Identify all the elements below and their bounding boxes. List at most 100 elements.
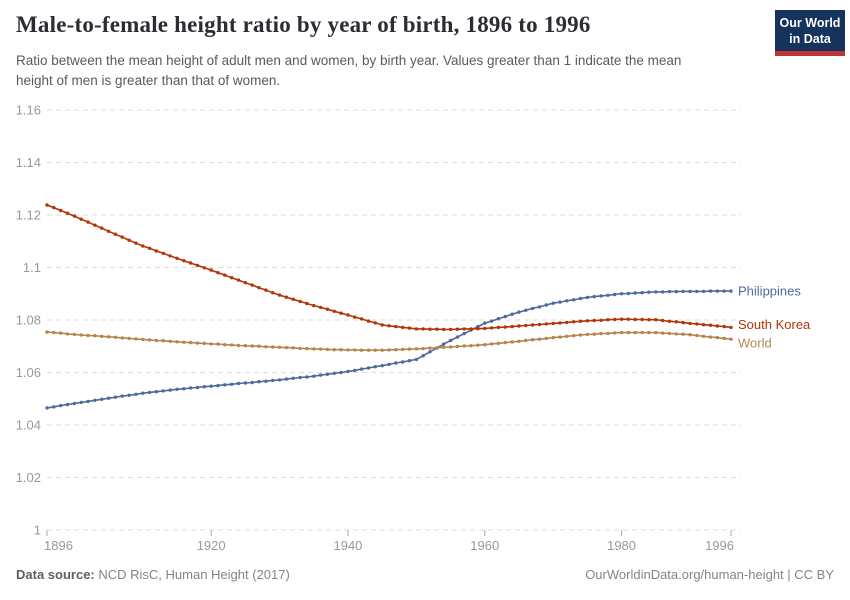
- series-point-world[interactable]: [250, 344, 254, 348]
- series-point-world[interactable]: [353, 348, 357, 352]
- series-point-philippines[interactable]: [359, 367, 364, 371]
- series-point-south-korea[interactable]: [106, 229, 111, 233]
- series-point-world[interactable]: [223, 343, 227, 347]
- series-point-south-korea[interactable]: [332, 309, 336, 313]
- series-point-world[interactable]: [346, 348, 350, 352]
- series-point-philippines[interactable]: [79, 400, 83, 405]
- series-point-world[interactable]: [585, 332, 590, 337]
- series-point-world[interactable]: [318, 347, 323, 351]
- series-point-south-korea[interactable]: [681, 320, 685, 325]
- series-point-philippines[interactable]: [715, 289, 719, 293]
- series-point-philippines[interactable]: [264, 379, 268, 383]
- series-point-south-korea[interactable]: [230, 276, 234, 280]
- series-point-world[interactable]: [455, 344, 460, 349]
- series-point-philippines[interactable]: [325, 372, 330, 376]
- series-point-south-korea[interactable]: [722, 324, 726, 329]
- series-point-philippines[interactable]: [619, 292, 624, 296]
- series-point-philippines[interactable]: [230, 382, 234, 386]
- series-point-philippines[interactable]: [65, 402, 70, 407]
- series-point-philippines[interactable]: [667, 289, 672, 294]
- series-point-world[interactable]: [654, 330, 658, 335]
- series-point-south-korea[interactable]: [120, 235, 124, 239]
- series-point-philippines[interactable]: [134, 392, 138, 396]
- series-point-south-korea[interactable]: [435, 327, 439, 331]
- series-point-south-korea[interactable]: [503, 325, 507, 329]
- series-point-south-korea[interactable]: [134, 241, 138, 245]
- series-point-south-korea[interactable]: [640, 317, 644, 322]
- series-point-south-korea[interactable]: [312, 303, 316, 308]
- series-point-philippines[interactable]: [339, 370, 343, 375]
- series-point-south-korea[interactable]: [79, 217, 83, 221]
- series-point-world[interactable]: [394, 348, 398, 352]
- series-point-south-korea[interactable]: [729, 325, 733, 330]
- series-point-philippines[interactable]: [168, 388, 172, 392]
- series-point-philippines[interactable]: [421, 354, 425, 358]
- series-point-philippines[interactable]: [558, 300, 562, 304]
- series-point-world[interactable]: [257, 344, 261, 348]
- series-point-philippines[interactable]: [86, 399, 90, 404]
- series-point-world[interactable]: [715, 335, 719, 340]
- series-point-philippines[interactable]: [695, 289, 699, 294]
- series-point-philippines[interactable]: [599, 294, 603, 298]
- series-point-world[interactable]: [161, 339, 165, 343]
- series-point-south-korea[interactable]: [572, 320, 576, 324]
- series-point-world[interactable]: [401, 347, 405, 352]
- series-point-world[interactable]: [558, 335, 562, 339]
- series-point-world[interactable]: [100, 334, 104, 338]
- series-point-philippines[interactable]: [45, 406, 49, 410]
- series-point-philippines[interactable]: [312, 374, 316, 378]
- series-point-world[interactable]: [271, 345, 275, 349]
- series-point-world[interactable]: [578, 333, 583, 337]
- series-point-world[interactable]: [476, 343, 480, 347]
- series-point-philippines[interactable]: [291, 376, 295, 380]
- series-point-south-korea[interactable]: [359, 317, 364, 321]
- series-label-philippines[interactable]: Philippines: [738, 284, 801, 299]
- series-point-south-korea[interactable]: [387, 324, 391, 328]
- series-point-south-korea[interactable]: [346, 313, 350, 317]
- series-point-south-korea[interactable]: [339, 311, 343, 315]
- series-point-philippines[interactable]: [127, 393, 131, 397]
- series-point-south-korea[interactable]: [168, 254, 172, 258]
- series-point-philippines[interactable]: [59, 403, 63, 408]
- series-point-south-korea[interactable]: [708, 323, 713, 327]
- series-point-south-korea[interactable]: [394, 324, 398, 329]
- series-point-philippines[interactable]: [407, 359, 412, 363]
- series-point-world[interactable]: [387, 348, 391, 352]
- series-point-philippines[interactable]: [72, 401, 77, 406]
- series-point-south-korea[interactable]: [202, 266, 206, 270]
- series-point-world[interactable]: [175, 340, 179, 344]
- series-point-philippines[interactable]: [271, 378, 275, 383]
- series-point-philippines[interactable]: [660, 290, 665, 294]
- series-point-world[interactable]: [660, 331, 665, 335]
- series-point-philippines[interactable]: [332, 371, 336, 375]
- series-point-south-korea[interactable]: [524, 323, 528, 328]
- series-point-philippines[interactable]: [633, 291, 637, 295]
- series-point-south-korea[interactable]: [455, 327, 460, 331]
- series-point-south-korea[interactable]: [318, 305, 323, 310]
- series-point-philippines[interactable]: [141, 391, 145, 395]
- series-point-world[interactable]: [59, 331, 63, 335]
- series-point-south-korea[interactable]: [565, 320, 569, 325]
- series-point-south-korea[interactable]: [421, 327, 425, 331]
- series-point-south-korea[interactable]: [154, 249, 159, 253]
- series-point-world[interactable]: [510, 340, 514, 344]
- series-point-world[interactable]: [565, 334, 569, 338]
- series-point-south-korea[interactable]: [257, 286, 261, 290]
- series-point-world[interactable]: [483, 343, 487, 347]
- series-point-south-korea[interactable]: [271, 291, 275, 295]
- series-point-south-korea[interactable]: [72, 214, 77, 218]
- series-point-world[interactable]: [448, 345, 453, 349]
- series-point-south-korea[interactable]: [113, 232, 118, 236]
- series-point-world[interactable]: [681, 332, 685, 336]
- series-point-south-korea[interactable]: [236, 278, 241, 282]
- series-point-south-korea[interactable]: [428, 327, 432, 331]
- series-point-south-korea[interactable]: [613, 317, 617, 322]
- series-point-world[interactable]: [407, 347, 412, 351]
- series-point-philippines[interactable]: [640, 291, 644, 295]
- series-point-philippines[interactable]: [455, 335, 460, 339]
- series-point-philippines[interactable]: [298, 375, 302, 380]
- series-point-philippines[interactable]: [366, 366, 371, 370]
- series-point-philippines[interactable]: [530, 306, 535, 311]
- series-point-world[interactable]: [414, 347, 419, 351]
- series-point-south-korea[interactable]: [188, 261, 193, 265]
